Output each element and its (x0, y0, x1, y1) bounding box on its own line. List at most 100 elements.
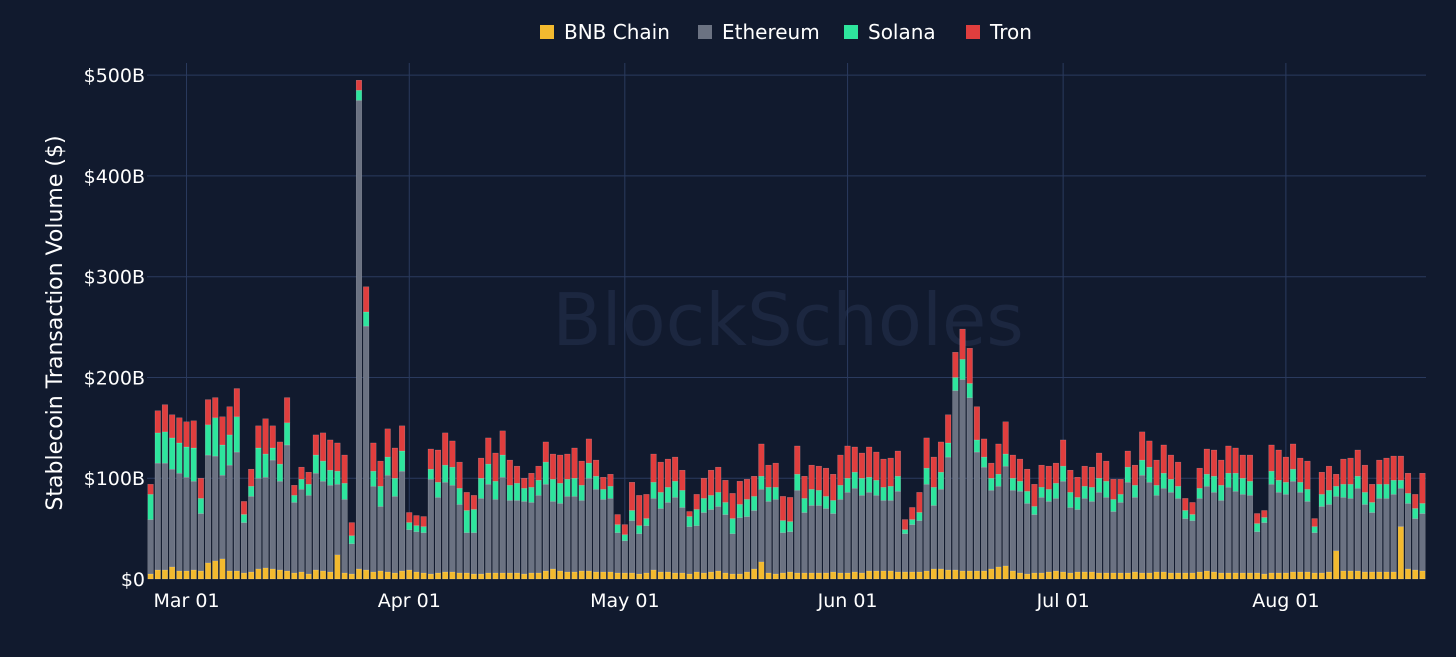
bar-segment-solana (930, 487, 937, 506)
bar-segment-ethereum (169, 468, 176, 568)
bar-segment-tron (995, 443, 1002, 475)
bar-segment-bnb-chain (169, 566, 176, 580)
bar-segment-ethereum (1354, 488, 1361, 572)
bar-segment-tron (966, 348, 973, 384)
bar-segment-solana (801, 498, 808, 513)
bar-segment-bnb-chain (147, 573, 154, 580)
bar-segment-bnb-chain (197, 570, 204, 580)
bar-segment-ethereum (549, 501, 556, 570)
bar-segment-tron (600, 477, 607, 490)
bar-segment-ethereum (736, 517, 743, 575)
bar-segment-solana (528, 487, 535, 503)
bar-segment-solana (959, 359, 966, 380)
bar-segment-tron (794, 445, 801, 475)
bar-segment-bnb-chain (1045, 571, 1052, 580)
bar-segment-tron (787, 497, 794, 522)
bar-segment-bnb-chain (420, 572, 427, 580)
bar-segment-bnb-chain (894, 571, 901, 580)
bar-segment-solana (305, 484, 312, 496)
bar-segment-solana (629, 510, 636, 521)
bar-segment-tron (729, 493, 736, 519)
bar-segment-solana (327, 469, 334, 486)
legend-swatch (966, 25, 980, 39)
bar-segment-ethereum (1045, 501, 1052, 573)
bar-segment-ethereum (923, 484, 930, 572)
bar-segment-bnb-chain (808, 572, 815, 580)
legend-item[interactable]: BNB Chain (540, 20, 670, 44)
bar-segment-bnb-chain (1254, 572, 1261, 580)
bar-segment-tron (1160, 444, 1167, 474)
bar-segment-solana (1167, 479, 1174, 493)
bar-segment-bnb-chain (1153, 571, 1160, 580)
bar-segment-ethereum (1117, 502, 1124, 574)
bar-segment-bnb-chain (1405, 568, 1412, 580)
bar-segment-solana (672, 481, 679, 498)
bar-segment-ethereum (370, 486, 377, 573)
bar-segment-solana (1160, 472, 1167, 489)
bar-segment-bnb-chain (1290, 571, 1297, 580)
bar-segment-tron (255, 425, 262, 449)
bar-segment-solana (858, 478, 865, 496)
bar-segment-tron (1103, 460, 1110, 482)
bar-segment-tron (363, 286, 370, 313)
bar-segment-ethereum (248, 496, 255, 573)
bar-segment-solana (988, 478, 995, 491)
legend-item[interactable]: Solana (844, 20, 936, 44)
bar-segment-solana (815, 490, 822, 506)
bar-segment-ethereum (636, 533, 643, 575)
bar-segment-bnb-chain (1340, 570, 1347, 580)
bar-segment-ethereum (643, 525, 650, 574)
bar-segment-tron (700, 478, 707, 499)
bar-segment-bnb-chain (1383, 571, 1390, 580)
bar-segment-bnb-chain (722, 572, 729, 580)
bar-segment-tron (1124, 450, 1131, 468)
bar-segment-ethereum (1182, 518, 1189, 574)
bar-segment-bnb-chain (1304, 571, 1311, 580)
bar-segment-solana (1282, 482, 1289, 495)
bar-segment-tron (1117, 479, 1124, 495)
bar-segment-solana (197, 498, 204, 514)
bar-segment-solana (284, 422, 291, 446)
bar-segment-solana (154, 432, 161, 464)
bar-segment-bnb-chain (463, 572, 470, 580)
legend-item[interactable]: Tron (966, 20, 1032, 44)
bar-segment-solana (341, 483, 348, 500)
bar-segment-tron (1340, 458, 1347, 485)
bar-segment-ethereum (1110, 511, 1117, 574)
bar-segment-ethereum (1167, 492, 1174, 574)
bar-segment-tron (564, 453, 571, 480)
bar-segment-tron (549, 453, 556, 480)
bar-segment-ethereum (1088, 501, 1095, 573)
legend-item[interactable]: Ethereum (698, 20, 820, 44)
bar-segment-tron (873, 451, 880, 481)
bar-segment-tron (866, 446, 873, 478)
bar-segment-tron (348, 522, 355, 536)
bar-segment-bnb-chain (176, 570, 183, 580)
bar-segment-bnb-chain (779, 572, 786, 580)
bar-segment-tron (514, 465, 521, 484)
bar-segment-bnb-chain (1067, 572, 1074, 580)
bar-segment-ethereum (621, 540, 628, 574)
bar-segment-ethereum (233, 451, 240, 572)
bar-segment-ethereum (1340, 497, 1347, 572)
bar-segment-bnb-chain (154, 569, 161, 580)
bar-segment-bnb-chain (219, 558, 226, 580)
bar-segment-tron (751, 476, 758, 497)
bar-segment-solana (1304, 489, 1311, 502)
bar-segment-ethereum (1290, 481, 1297, 573)
bar-segment-ethereum (995, 486, 1002, 568)
bar-segment-solana (621, 534, 628, 541)
bar-segment-ethereum (355, 100, 362, 570)
bar-segment-solana (564, 479, 571, 497)
bar-segment-tron (1282, 456, 1289, 483)
bar-segment-ethereum (801, 512, 808, 574)
bar-segment-bnb-chain (413, 571, 420, 580)
bar-segment-bnb-chain (1196, 571, 1203, 580)
bar-segment-ethereum (284, 444, 291, 572)
bar-segment-ethereum (226, 464, 233, 572)
bar-segment-tron (327, 439, 334, 471)
bar-segment-bnb-chain (909, 571, 916, 580)
bar-segment-solana (880, 487, 887, 501)
bar-segment-bnb-chain (305, 573, 312, 580)
